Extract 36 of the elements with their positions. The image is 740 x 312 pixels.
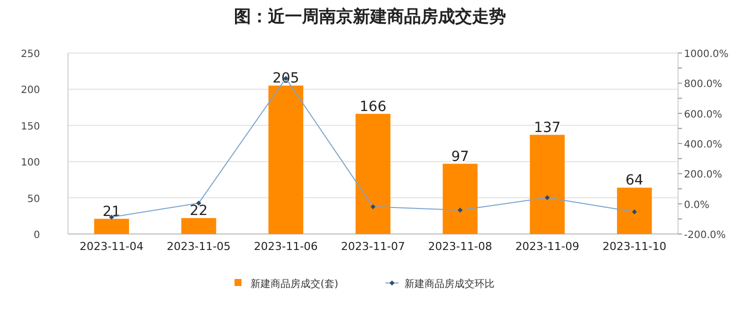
y2-tick-label: 0.0% — [684, 200, 710, 211]
y-tick-label: 200 — [20, 85, 40, 96]
y2-tick-label: 600.0% — [684, 109, 722, 120]
y2-tick-label: -200.0% — [684, 230, 726, 241]
x-tick-label: 2023-11-10 — [602, 240, 666, 253]
data-label: 137 — [534, 120, 561, 136]
legend-label: 新建商品房成交环比 — [404, 278, 494, 290]
x-tick-label: 2023-11-04 — [80, 240, 144, 253]
data-label: 64 — [626, 172, 644, 189]
bar — [617, 188, 652, 234]
x-tick-label: 2023-11-09 — [515, 240, 580, 253]
bar — [356, 114, 390, 234]
y2-tick-label: 400.0% — [684, 140, 722, 150]
y-tick-label: 250 — [20, 49, 40, 60]
x-tick-label: 2023-11-06 — [254, 240, 318, 253]
x-tick-label: 2023-11-07 — [341, 240, 405, 253]
y2-tick-label: 1000.0% — [684, 49, 728, 60]
y-tick-label: 100 — [20, 158, 40, 169]
bar — [530, 134, 565, 234]
y-tick-label: 150 — [20, 121, 40, 132]
y2-tick-label: 800.0% — [684, 79, 722, 90]
bar — [94, 218, 129, 234]
data-label: 97 — [451, 148, 470, 165]
data-label: 166 — [360, 98, 386, 115]
data-label: 22 — [190, 203, 208, 220]
y-tick-label: 50 — [27, 194, 40, 205]
y2-tick-label: 200.0% — [684, 170, 722, 181]
bar — [268, 86, 304, 234]
legend-label: 新建商品房成交(套) — [250, 278, 338, 290]
chart-title: 图：近一周南京新建商品房成交走势 — [234, 7, 506, 27]
bar — [442, 164, 478, 234]
bar — [181, 218, 216, 234]
x-tick-label: 2023-11-05 — [166, 240, 231, 253]
x-tick-label: 2023-11-08 — [428, 240, 492, 253]
data-label: 21 — [102, 204, 120, 220]
y-tick-label: 0 — [34, 230, 40, 241]
